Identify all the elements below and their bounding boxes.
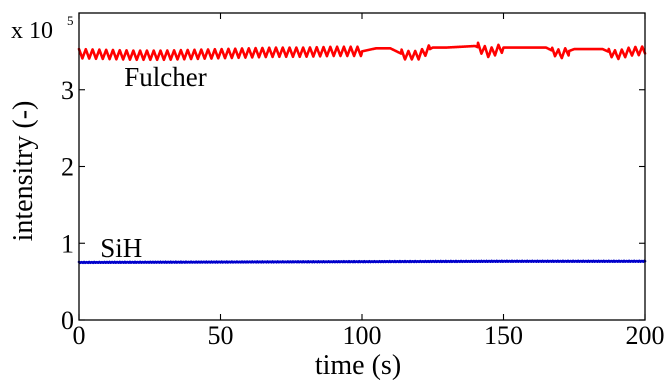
series-annotations: Fulcher SiH	[100, 62, 207, 263]
y-exponent-power: 5	[67, 13, 74, 28]
x-axis-label: time (s)	[315, 350, 401, 380]
x-tick-label: 0	[73, 321, 86, 350]
y-tick-label: 3	[61, 76, 74, 105]
axis-ticks	[78, 13, 646, 321]
y-exponent-label: x 10 5	[11, 13, 74, 44]
x-tick-label: 50	[208, 321, 234, 350]
annotation-sih: SiH	[100, 233, 142, 263]
x-tick-label: 200	[626, 321, 665, 350]
series-line-sih	[77, 259, 647, 265]
y-exponent-base: x 10	[11, 18, 53, 44]
y-tick-label: 2	[61, 153, 74, 182]
plot-lines	[77, 41, 647, 265]
y-tick-label: 0	[61, 306, 74, 335]
y-tick-labels: 0 1 2 3	[61, 76, 74, 335]
y-tick-label: 1	[61, 229, 74, 258]
x-tick-labels: 0 50 100 150 200	[73, 321, 665, 350]
x-tick-label: 150	[484, 321, 523, 350]
x-tick-label: 100	[343, 321, 382, 350]
series-line-fulcher	[77, 41, 647, 62]
annotation-fulcher: Fulcher	[124, 62, 206, 92]
y-axis-label: intensitry (-)	[8, 101, 39, 242]
